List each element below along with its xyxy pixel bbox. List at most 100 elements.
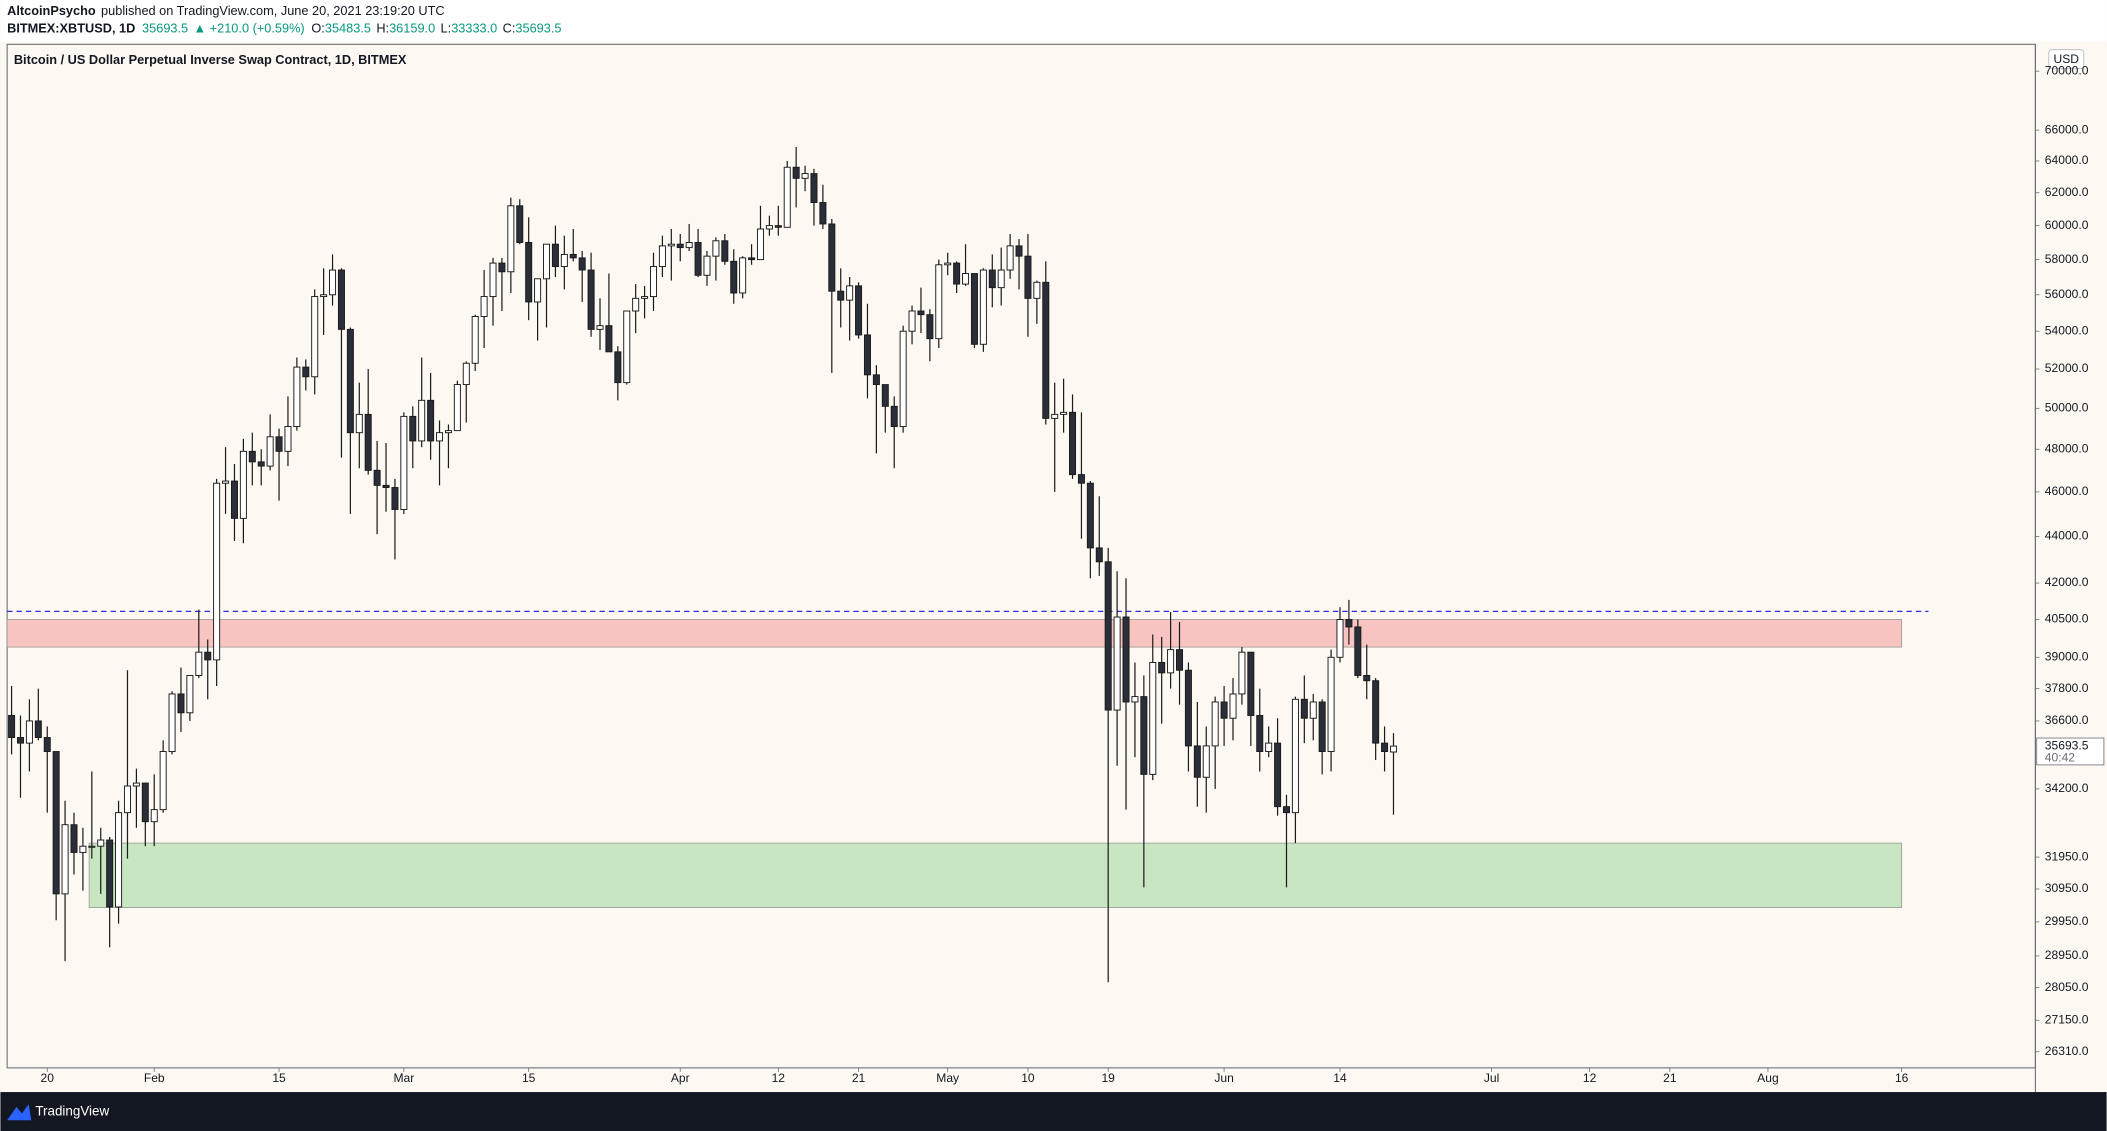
candle-body (792, 166, 800, 179)
x-tick-label: 12 (772, 1071, 786, 1085)
header-bg (0, 0, 2107, 42)
candle-body (1300, 698, 1308, 719)
quote-line: BITMEX:XBTUSD, 1D 35693.5 ▲ +210.0 (+0.59%… (7, 21, 561, 36)
candle-body (1069, 411, 1077, 476)
candle-body (765, 225, 773, 230)
candle-body (997, 269, 1005, 289)
candle-body (444, 430, 452, 434)
candle-body (534, 278, 542, 303)
candle-body (239, 450, 247, 519)
candle-body (43, 737, 51, 753)
candle-body (908, 310, 916, 332)
x-tick-label: Apr (671, 1071, 690, 1085)
candle-body (614, 351, 622, 384)
low-key: L: (441, 21, 452, 36)
close-key: C: (503, 21, 516, 36)
candle-body (1140, 696, 1148, 775)
candle-body (132, 782, 140, 787)
y-tick-label: 36600.0 (2045, 713, 2089, 727)
candle-body (462, 362, 470, 386)
candle-body (34, 720, 42, 738)
y-tick-label: 52000.0 (2045, 361, 2089, 375)
last-price-label: 35693.5 (2045, 738, 2089, 752)
candle-body (222, 480, 230, 484)
last-price: 35693.5 (142, 21, 188, 36)
y-tick-label: 34200.0 (2045, 781, 2089, 795)
publish-line: AltcoinPsycho published on TradingView.co… (7, 3, 444, 18)
plot (6, 146, 1929, 983)
candle-body (1291, 698, 1299, 814)
countdown: 40:42 (2045, 750, 2076, 764)
x-tick-label: 21 (1663, 1071, 1677, 1085)
y-tick-label: 42000.0 (2045, 575, 2089, 589)
candle-body (516, 205, 524, 243)
candle-body (881, 384, 889, 407)
x-tick-label: 10 (1021, 1071, 1035, 1085)
x-tick-label: 12 (1583, 1071, 1597, 1085)
candle-body (1318, 701, 1326, 753)
candle-body (605, 325, 613, 353)
candle-body (1006, 245, 1014, 271)
x-tick-label: 19 (1101, 1071, 1115, 1085)
candle-body (988, 269, 996, 289)
candle-body (1122, 616, 1130, 703)
candle-body (1211, 701, 1219, 747)
candle-body (828, 223, 836, 292)
candle-body (944, 262, 952, 266)
symbol: BITMEX:XBTUSD, 1D (7, 21, 135, 36)
candle-body (382, 484, 390, 489)
candle-body (1095, 547, 1103, 563)
candle-body (819, 202, 827, 225)
candle-body (436, 432, 444, 442)
candle-body (329, 269, 337, 296)
candle-body (1104, 561, 1112, 711)
x-tick-label: Aug (1757, 1071, 1779, 1085)
y-tick-label: 26310.0 (2045, 1044, 2089, 1058)
candle-body (230, 480, 238, 519)
candle-body (1309, 701, 1317, 719)
high-key: H: (376, 21, 389, 36)
zone (88, 842, 1903, 909)
y-tick-label: 54000.0 (2045, 323, 2089, 337)
candle-body (525, 242, 533, 303)
candle-body (890, 405, 898, 428)
y-tick-label: 39000.0 (2045, 649, 2089, 663)
candle-body (1051, 413, 1059, 419)
candle-body (1274, 742, 1282, 808)
candle-body (837, 290, 845, 301)
candle-body (1265, 742, 1273, 753)
candle-body (1381, 742, 1389, 753)
candle-body (213, 482, 221, 661)
candle-body (863, 334, 871, 376)
candle-body (257, 461, 265, 467)
y-tick-label: 44000.0 (2045, 529, 2089, 543)
candle-body (935, 264, 943, 340)
candle-body (739, 257, 747, 294)
candle-body (899, 330, 907, 428)
y-tick-label: 28950.0 (2045, 948, 2089, 962)
y-tick-label: 56000.0 (2045, 287, 2089, 301)
y-tick-label: 37800.0 (2045, 681, 2089, 695)
y-tick-label: 70000.0 (2045, 63, 2089, 77)
candle-body (150, 809, 158, 823)
candle-body (962, 273, 970, 285)
x-tick-label: 14 (1333, 1071, 1347, 1085)
candle-body (1113, 616, 1121, 711)
candle-body (587, 269, 595, 330)
plot-area (6, 43, 2036, 1069)
candle-body (694, 242, 702, 276)
candle-body (186, 674, 194, 714)
candle-body (1193, 745, 1201, 778)
x-tick-label: Mar (393, 1071, 414, 1085)
close-value: 35693.5 (515, 21, 561, 36)
candle-body (61, 824, 69, 895)
candle-body (409, 415, 417, 442)
candle-body (1354, 626, 1362, 676)
candle-body (507, 205, 515, 273)
published: published on TradingView.com, June 20, 2… (101, 3, 445, 18)
author: AltcoinPsycho (7, 3, 96, 18)
x-tick-label: 21 (852, 1071, 866, 1085)
candle-body (489, 262, 497, 298)
x-tick-label: 20 (41, 1071, 55, 1085)
candle-body (115, 812, 123, 908)
